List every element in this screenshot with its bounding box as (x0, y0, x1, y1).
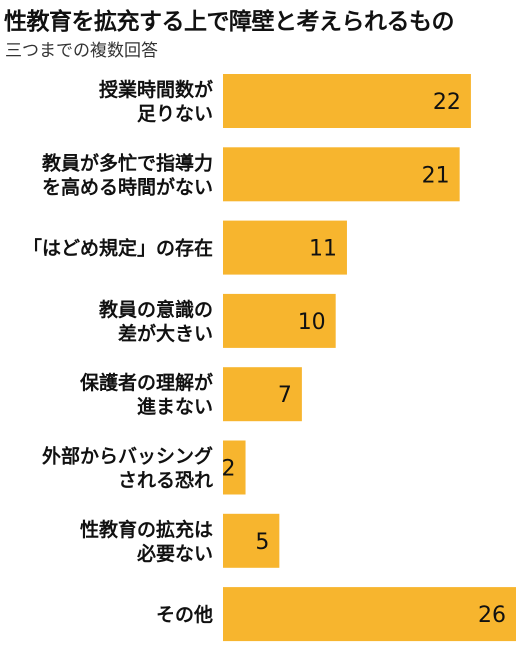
category-label-7: その他 (156, 603, 213, 626)
chart-title: 性教育を拡充する上で障壁と考えられるもの (4, 9, 455, 35)
bar-4 (223, 367, 302, 422)
chart-subtitle: 三つまでの複数回答 (5, 41, 158, 61)
bar-5 (223, 440, 246, 495)
value-label-4: 7 (278, 383, 292, 408)
category-label-3: 教員の意識の差が大きい (99, 298, 213, 345)
value-label-3: 10 (298, 310, 326, 335)
bar-3 (223, 293, 336, 348)
value-label-5: 2 (222, 457, 236, 482)
category-label-2: 「はどめ規定」の存在 (23, 237, 213, 260)
category-label-1: 教員が多忙で指導力を高める時間がない (42, 151, 213, 198)
category-label-6: 性教育の拡充は必要ない (80, 518, 213, 565)
category-label-5: 外部からバッシングされる恐れ (42, 445, 213, 492)
bar-2 (223, 220, 347, 275)
category-label-0: 授業時間数が足りない (99, 78, 213, 125)
bar-0 (223, 74, 471, 128)
category-label-4: 保護者の理解が進まない (79, 371, 213, 418)
value-label-2: 11 (309, 237, 337, 262)
value-label-0: 22 (433, 90, 461, 115)
value-label-1: 21 (422, 163, 450, 188)
bar-7 (223, 587, 516, 642)
value-label-7: 26 (478, 603, 506, 628)
value-label-6: 5 (255, 530, 269, 555)
bar-1 (223, 147, 460, 202)
bar-6 (223, 513, 280, 568)
